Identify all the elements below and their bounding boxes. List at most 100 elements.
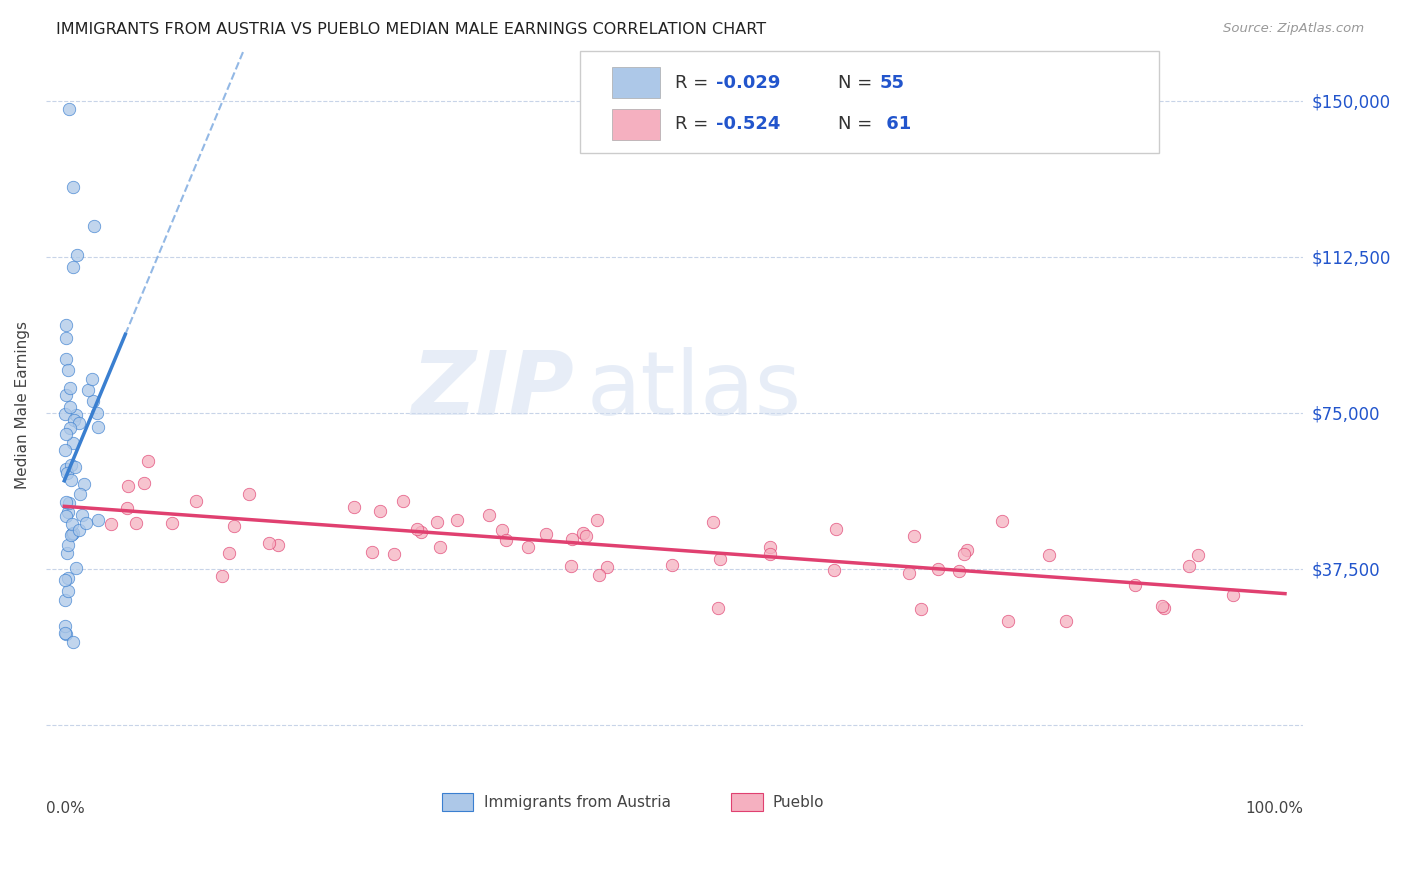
Point xyxy=(66,247,89,261)
Point xyxy=(62,525,84,540)
Point xyxy=(55,508,77,523)
Point xyxy=(575,529,598,543)
Point xyxy=(59,381,82,395)
Point xyxy=(76,383,98,397)
Point xyxy=(55,546,77,560)
Point xyxy=(823,563,845,577)
Point xyxy=(903,529,925,543)
Point xyxy=(370,504,392,518)
Point xyxy=(60,526,83,541)
Point xyxy=(259,536,281,550)
Point xyxy=(58,496,80,510)
Point xyxy=(80,372,103,386)
Point xyxy=(588,567,610,582)
Point xyxy=(952,547,974,561)
Point xyxy=(55,494,77,508)
Point xyxy=(266,537,288,551)
Point xyxy=(55,388,77,402)
Point xyxy=(115,500,138,515)
Point xyxy=(55,318,77,333)
FancyBboxPatch shape xyxy=(731,793,762,812)
Point xyxy=(1187,548,1209,562)
Text: IMMIGRANTS FROM AUSTRIA VS PUEBLO MEDIAN MALE EARNINGS CORRELATION CHART: IMMIGRANTS FROM AUSTRIA VS PUEBLO MEDIAN… xyxy=(56,22,766,37)
Point xyxy=(661,558,683,573)
Point xyxy=(62,634,84,648)
Text: N =: N = xyxy=(838,115,879,133)
Point xyxy=(382,548,405,562)
Point xyxy=(70,508,93,522)
Point xyxy=(411,524,433,539)
Point xyxy=(186,494,208,508)
Point xyxy=(75,516,97,530)
Point xyxy=(82,393,104,408)
Point xyxy=(136,454,159,468)
Text: atlas: atlas xyxy=(586,347,801,434)
Point xyxy=(56,363,79,377)
Point xyxy=(86,406,108,420)
Point xyxy=(55,331,77,345)
Point xyxy=(59,421,82,435)
Point xyxy=(53,592,76,607)
Point xyxy=(63,460,86,475)
Point xyxy=(53,574,76,588)
Point xyxy=(405,522,427,536)
Point xyxy=(516,540,538,554)
Text: 0.0%: 0.0% xyxy=(46,801,84,816)
Point xyxy=(759,547,782,561)
Point xyxy=(997,614,1019,628)
Point xyxy=(56,584,79,599)
Point xyxy=(991,514,1014,528)
Point xyxy=(446,513,468,527)
Point xyxy=(65,408,87,422)
Point xyxy=(69,487,91,501)
Point xyxy=(572,526,595,541)
Point xyxy=(211,569,233,583)
Point xyxy=(560,559,582,574)
Point xyxy=(561,532,583,546)
Point xyxy=(825,522,848,536)
Point xyxy=(59,528,82,542)
Point xyxy=(426,515,449,529)
Text: -0.029: -0.029 xyxy=(716,73,780,92)
Point xyxy=(67,416,90,430)
Point xyxy=(1123,578,1146,592)
Point xyxy=(117,478,139,492)
Text: Source: ZipAtlas.com: Source: ZipAtlas.com xyxy=(1223,22,1364,36)
Point xyxy=(56,466,79,480)
Point xyxy=(596,559,619,574)
Point xyxy=(709,552,731,566)
Point xyxy=(429,540,451,554)
Point xyxy=(60,517,83,532)
Point xyxy=(87,513,110,527)
FancyBboxPatch shape xyxy=(581,51,1159,153)
Point xyxy=(87,420,110,434)
Point xyxy=(495,533,517,547)
Point xyxy=(758,540,780,554)
Point xyxy=(56,505,79,519)
Y-axis label: Median Male Earnings: Median Male Earnings xyxy=(15,320,30,489)
Point xyxy=(58,102,80,116)
Point xyxy=(478,508,501,522)
Text: 100.0%: 100.0% xyxy=(1246,801,1303,816)
Point xyxy=(491,524,513,538)
Point xyxy=(62,180,84,194)
Point xyxy=(125,516,148,530)
Text: R =: R = xyxy=(675,115,714,133)
Point xyxy=(360,545,382,559)
Point xyxy=(55,427,77,442)
FancyBboxPatch shape xyxy=(612,67,659,98)
Point xyxy=(1222,588,1244,602)
Point xyxy=(238,487,260,501)
FancyBboxPatch shape xyxy=(441,793,474,812)
Point xyxy=(956,542,979,557)
Point xyxy=(53,619,76,633)
Text: ZIP: ZIP xyxy=(412,347,574,434)
Point xyxy=(1150,599,1173,613)
Point xyxy=(55,462,77,476)
Point xyxy=(910,602,932,616)
Point xyxy=(53,407,76,421)
Point xyxy=(160,516,183,530)
Point xyxy=(702,515,724,529)
Point xyxy=(62,435,84,450)
Point xyxy=(898,566,921,580)
